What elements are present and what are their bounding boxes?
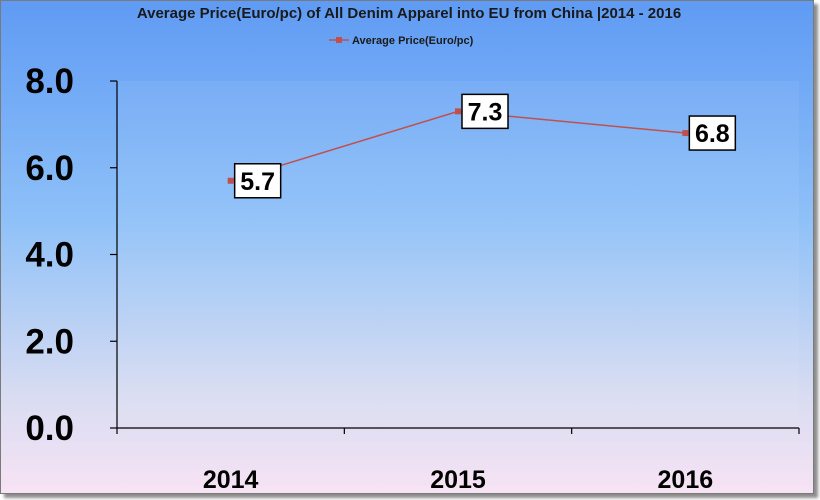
data-point bbox=[227, 177, 234, 184]
data-label-box bbox=[688, 115, 737, 151]
data-label-box bbox=[233, 163, 282, 199]
data-label-box bbox=[461, 93, 509, 130]
plot-area: 0.0 2.0 4.0 6.0 8.0 2014 2015 2016 5.7 7.3 6.8 bbox=[25, 62, 800, 493]
data-label: 6.8 bbox=[695, 120, 730, 148]
legend-marker bbox=[336, 37, 342, 43]
x-tick-label: 2016 bbox=[658, 466, 714, 493]
y-tick-label: 4.0 bbox=[25, 236, 74, 275]
legend-label: Average Price(Euro/pc) bbox=[352, 35, 474, 47]
y-tick-label: 0.0 bbox=[25, 409, 74, 448]
line-chart: Average Price(Euro/pc) of All Denim Appa… bbox=[25, 5, 800, 493]
data-point bbox=[682, 130, 689, 137]
chart-title: Average Price(Euro/pc) of All Denim Appa… bbox=[137, 5, 681, 22]
data-label: 7.3 bbox=[468, 98, 503, 126]
y-tick-label: 6.0 bbox=[25, 149, 74, 188]
y-tick-label: 2.0 bbox=[25, 322, 74, 361]
x-tick-label: 2015 bbox=[430, 466, 486, 493]
plot-background bbox=[117, 81, 799, 428]
y-tick-label: 8.0 bbox=[25, 62, 74, 101]
x-tick-label: 2014 bbox=[203, 466, 259, 493]
data-point bbox=[455, 108, 461, 115]
data-label: 5.7 bbox=[240, 168, 275, 196]
legend: Average Price(Euro/pc) bbox=[329, 35, 474, 47]
